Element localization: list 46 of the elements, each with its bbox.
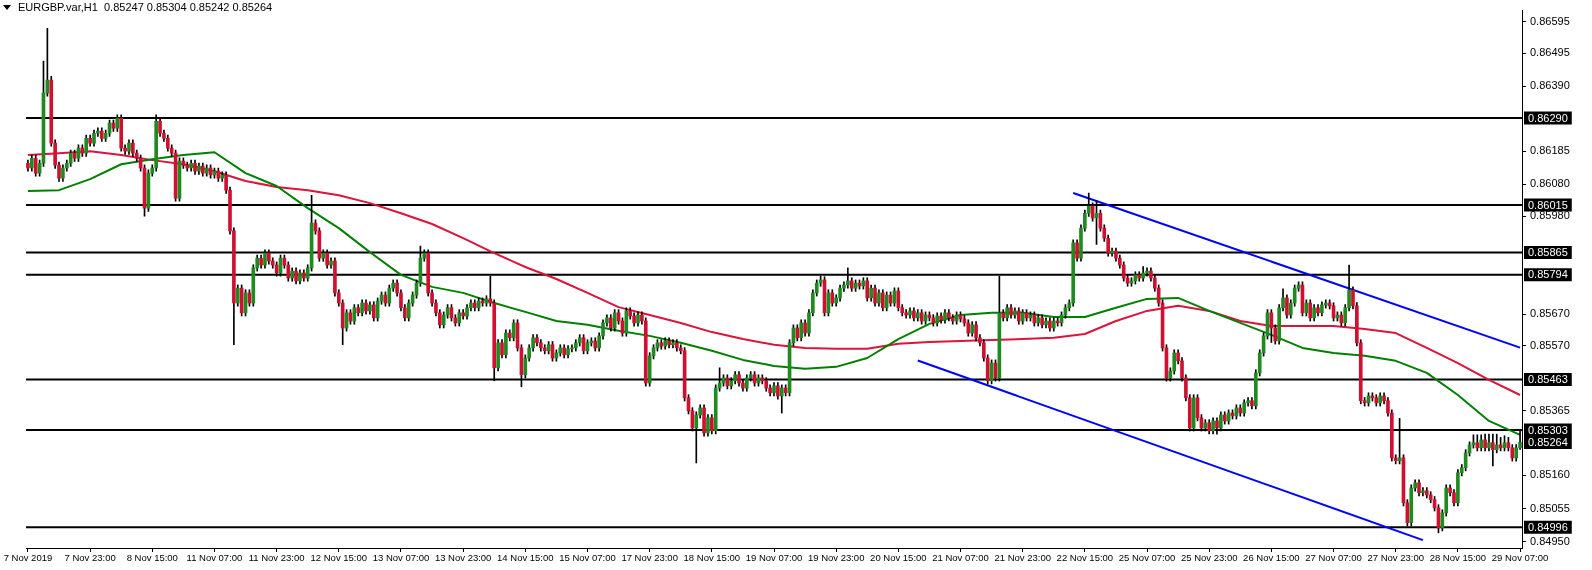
ref-line-label: 0.85865 [1528,245,1568,258]
y-tick-label: 0.86495 [1530,46,1570,59]
x-tick-label: 21 Nov 07:00 [932,552,989,564]
ref-line-label: 0.86290 [1528,111,1568,124]
x-tick-label: 27 Nov 07:00 [1305,552,1362,564]
ref-line-label: 0.86015 [1528,198,1568,211]
y-tick-label: 0.85365 [1530,403,1570,416]
y-tick-label: 0.86390 [1530,79,1570,92]
x-tick-label: 17 Nov 23:00 [621,552,678,564]
text: 0.85264 [1528,435,1568,448]
y-tick-label: 0.86185 [1530,144,1570,157]
x-tick-label: 26 Nov 15:00 [1243,552,1300,564]
x-tick-label: 11 Nov 23:00 [248,552,305,564]
y-tick-label: 0.85055 [1530,501,1570,514]
x-tick-label: 25 Nov 07:00 [1118,552,1176,564]
x-tick-label: 22 Nov 15:00 [1056,552,1114,564]
x-tick-label: 14 Nov 15:00 [497,552,554,564]
x-tick-label: 13 Nov 07:00 [372,552,430,564]
x-tick-label: 27 Nov 23:00 [1367,552,1424,564]
y-tick-label: 0.85980 [1530,209,1570,222]
y-tick-label: 0.84950 [1530,534,1570,547]
x-tick-label: 7 Nov 23:00 [64,552,116,564]
x-tick-label: 12 Nov 15:00 [310,552,368,564]
x-tick-label: 15 Nov 07:00 [559,552,616,564]
x-tick-label: 8 Nov 15:00 [126,552,178,564]
ref-line-label: 0.84996 [1528,520,1568,533]
x-tick-label: 11 Nov 07:00 [186,552,243,564]
y-tick-label: 0.85670 [1530,307,1570,320]
ref-line-label: 0.85794 [1528,268,1568,281]
x-tick-label: 29 Nov 07:00 [1491,552,1549,564]
ref-line-label: 0.85463 [1528,373,1568,386]
x-tick-label: 28 Nov 15:00 [1429,552,1487,564]
x-tick-label: 7 Nov 2019 [3,552,53,564]
chart-title: EURGBP.var,H1 0.85247 0.85304 0.85242 0.85264 [18,1,273,13]
y-tick-label: 0.86080 [1530,177,1570,190]
x-tick-label: 19 Nov 23:00 [807,552,865,564]
x-tick-label: 18 Nov 15:00 [683,552,741,564]
x-tick-label: 20 Nov 15:00 [870,552,927,564]
y-tick-label: 0.85570 [1530,338,1570,351]
y-tick-label: 0.86595 [1530,14,1570,27]
x-tick-label: 21 Nov 23:00 [994,552,1051,564]
x-tick-label: 25 Nov 23:00 [1180,552,1238,564]
ref-line-label: 0.85303 [1528,423,1568,436]
x-tick-label: 19 Nov 07:00 [745,552,803,564]
y-tick-label: 0.85160 [1530,468,1570,481]
x-tick-label: 13 Nov 23:00 [434,552,492,564]
